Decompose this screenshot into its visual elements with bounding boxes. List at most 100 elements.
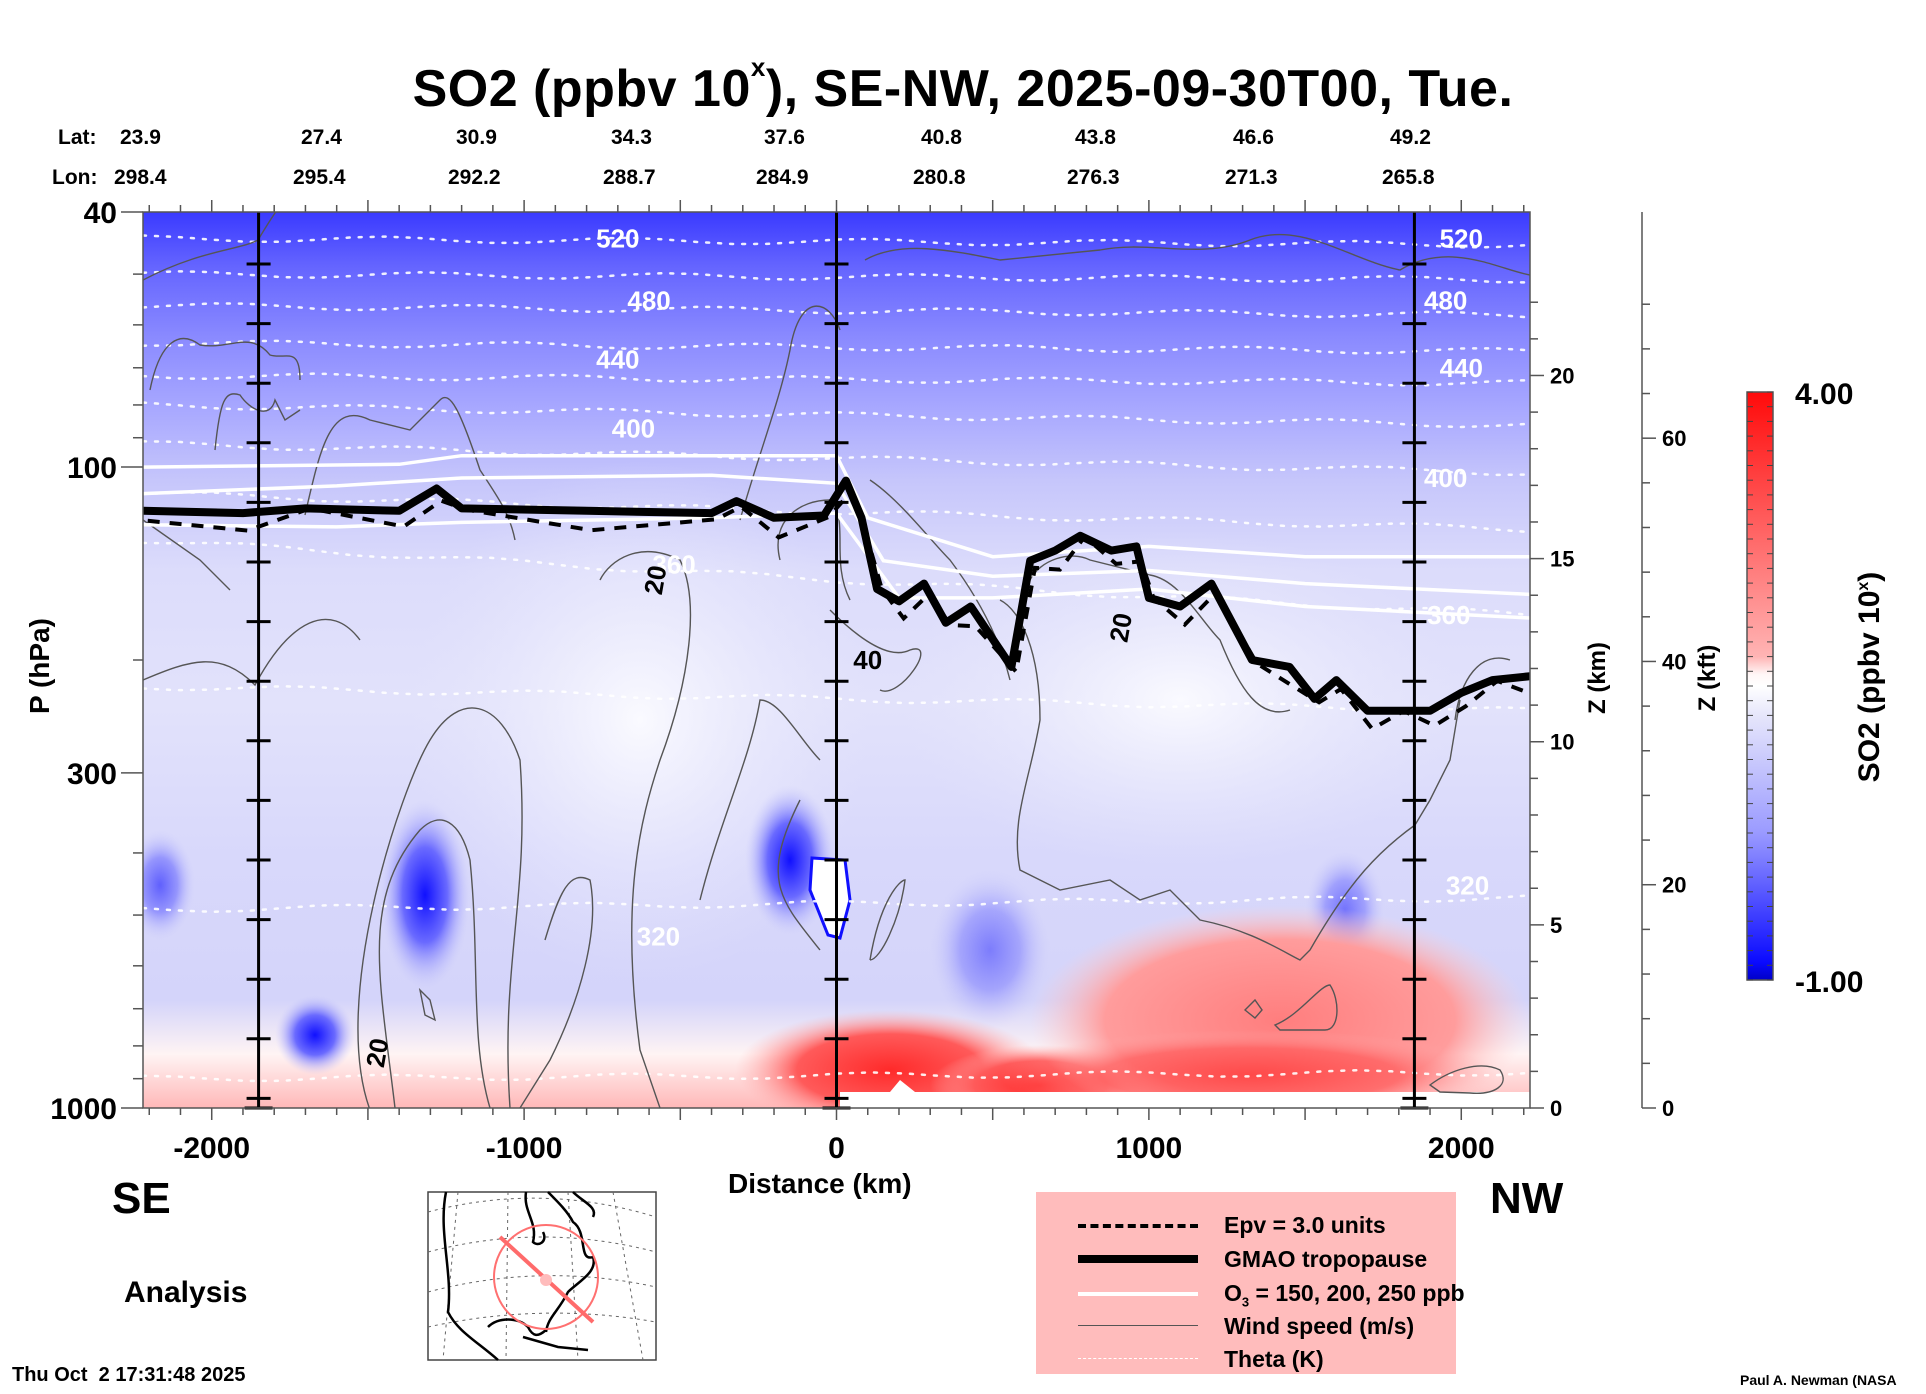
z-km-tick-label: 5	[1550, 913, 1562, 938]
timestamp: Thu Oct 2 17:31:48 2025	[12, 1364, 246, 1386]
wind-contour-line	[777, 799, 821, 951]
analysis-label: Analysis	[124, 1276, 248, 1309]
wind-contour-line	[149, 337, 301, 391]
theta-label: 400	[612, 413, 655, 443]
wind-contour-line	[143, 519, 231, 591]
theta-label: 440	[1440, 353, 1483, 383]
lon-value: 280.8	[913, 166, 966, 189]
y-tick-label: 40	[84, 197, 117, 230]
map-coastlines	[442, 1191, 596, 1361]
wind-label: 20	[1103, 611, 1138, 645]
wind-contour-line	[864, 233, 1530, 276]
lon-value: 276.3	[1067, 166, 1120, 189]
y-axis-z-km: 0 5 10 15 20	[1530, 301, 1574, 1121]
lat-value: 23.9	[120, 126, 161, 149]
wind-contour-line	[1273, 984, 1338, 1031]
z-km-tick-label: 0	[1550, 1096, 1562, 1121]
dotted-line-icon	[1078, 1358, 1198, 1359]
wind-contour-line	[418, 987, 437, 1022]
wind-label: 40	[853, 645, 882, 675]
theta-line-440	[143, 372, 1530, 387]
legend-item-tropopause: GMAO tropopause	[1036, 1242, 1456, 1276]
z-kft-axis-title: Z (kft)	[1694, 644, 1721, 712]
lon-value: 284.9	[756, 166, 809, 189]
theta-line-320	[143, 894, 1530, 914]
so2-blue-blob	[143, 830, 195, 940]
lat-value: 49.2	[1390, 126, 1431, 149]
surface-mask	[840, 1080, 1530, 1108]
legend: Epv = 3.0 units GMAO tropopause O3 = 150…	[1036, 1192, 1465, 1374]
wind-label-group: 20	[638, 563, 673, 597]
tropopause-line	[143, 476, 1530, 715]
wind-contours	[143, 212, 1530, 1108]
z-km-tick-label: 10	[1550, 730, 1574, 755]
inset-map	[427, 1191, 657, 1361]
theta-label: 480	[627, 286, 670, 316]
lat-value: 27.4	[301, 126, 342, 149]
z-km-tick-label: 15	[1550, 547, 1574, 572]
legend-item-o3: O3 = 150, 200, 250 ppb	[1036, 1276, 1465, 1310]
y-axis-z-kft: 0 20 40 60	[1641, 212, 1686, 1121]
theta-label: 320	[1446, 871, 1489, 901]
section-markers	[244, 212, 1429, 1110]
wind-contour-line	[1029, 555, 1291, 713]
contour-labels: 520 480 440 400 360 320 520 480 440 400 360 320 20 40…	[360, 224, 1489, 1070]
lon-value: 271.3	[1225, 166, 1278, 189]
direction-se: SE	[112, 1174, 171, 1223]
wind-contour-line	[214, 393, 301, 451]
x-axis: -2000 -1000 0 1000 2000	[148, 200, 1525, 1165]
wind-label-group: 20	[360, 1036, 395, 1070]
theta-line-340	[143, 685, 1530, 713]
wind-contour-line	[519, 876, 594, 1108]
z-km-tick-label: 20	[1550, 363, 1574, 388]
lon-value: 292.2	[448, 166, 501, 189]
wind-label-group: 20	[1103, 611, 1138, 645]
colorbar-ticks: 4.00 -1.00	[1747, 378, 1863, 999]
wind-contour-line	[143, 618, 361, 687]
x-tick-label: 0	[828, 1132, 845, 1165]
x-tick-label: -2000	[173, 1132, 250, 1165]
x-tick-label: -1000	[486, 1132, 563, 1165]
so2-blue-blob	[930, 870, 1050, 1030]
z-km-axis-title: Z (km)	[1584, 642, 1611, 714]
wind-contour-line	[378, 819, 491, 1108]
lon-value: 265.8	[1382, 166, 1435, 189]
theta-line-420	[143, 401, 1530, 429]
lon-value: 298.4	[114, 166, 167, 189]
wind-contour-line	[999, 599, 1461, 961]
lat-value: 46.6	[1233, 126, 1274, 149]
wind-contour-line	[869, 879, 906, 961]
theta-contours	[143, 234, 1530, 1083]
lat-value: 30.9	[456, 126, 497, 149]
lon-value: 288.7	[603, 166, 656, 189]
z-kft-tick-label: 40	[1662, 649, 1686, 674]
wind-contour-line	[143, 212, 277, 281]
so2-field	[143, 212, 1530, 1108]
theta-label: 360	[652, 550, 695, 580]
wind-contour-line	[599, 551, 692, 1108]
so2-light-region	[900, 530, 1460, 870]
y-axis-title: P (hPa)	[24, 618, 55, 714]
wind-contour-line	[304, 396, 516, 541]
lat-value: 34.3	[611, 126, 652, 149]
legend-item-epv: Epv = 3.0 units	[1036, 1208, 1456, 1242]
theta-label: 520	[1440, 224, 1483, 254]
lat-value: 37.6	[764, 126, 805, 149]
section-circle	[493, 1224, 599, 1330]
lon-label: Lon:	[52, 166, 98, 189]
tropopause	[143, 476, 1530, 715]
z-kft-tick-label: 0	[1662, 1096, 1674, 1121]
map-graticule	[427, 1191, 657, 1361]
colorbar-max-label: 4.00	[1795, 378, 1853, 411]
theta-line-400	[143, 440, 1530, 477]
so2-red-surface	[1000, 1030, 1500, 1108]
section-center	[540, 1274, 552, 1286]
o3-contour-150	[143, 453, 1530, 559]
theta-line-520	[143, 234, 1530, 249]
lat-label: Lat:	[58, 126, 97, 149]
theta-label: 440	[596, 345, 639, 375]
colorbar-min-label: -1.00	[1795, 966, 1863, 999]
wind-label: 20	[638, 563, 673, 597]
lat-value: 43.8	[1075, 126, 1116, 149]
wind-contour-line	[829, 609, 922, 692]
